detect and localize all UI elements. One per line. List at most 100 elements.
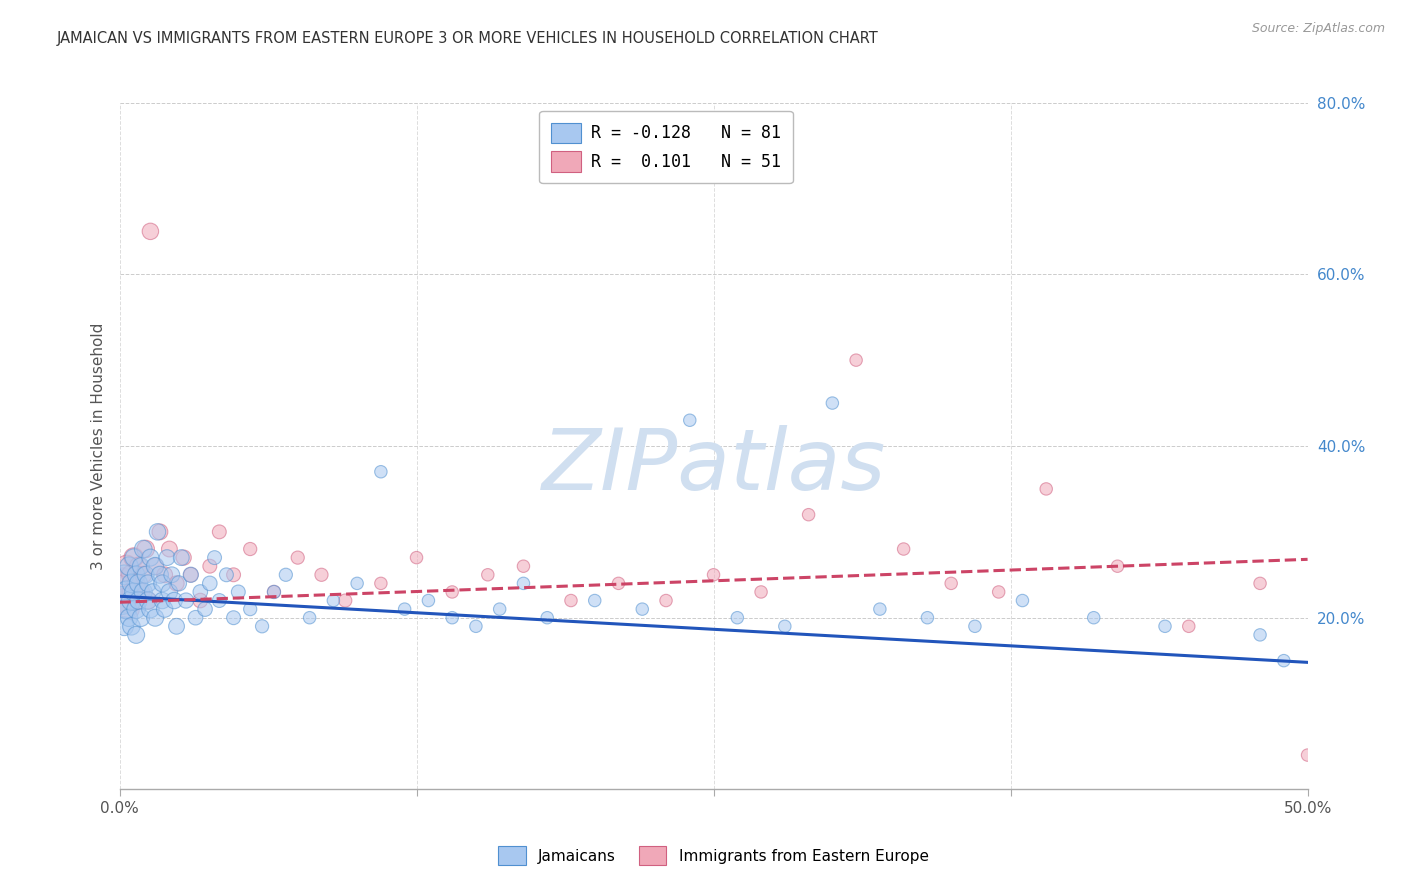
Point bbox=[250, 619, 273, 633]
Point bbox=[239, 602, 262, 616]
Point bbox=[208, 524, 231, 539]
Point bbox=[173, 550, 195, 565]
Point bbox=[1011, 593, 1033, 607]
Point bbox=[157, 585, 180, 599]
Point bbox=[1178, 619, 1201, 633]
Point bbox=[129, 559, 152, 574]
Point bbox=[118, 559, 141, 574]
Point bbox=[157, 541, 180, 557]
Point bbox=[120, 576, 142, 591]
Point bbox=[166, 576, 188, 591]
Point bbox=[607, 576, 630, 591]
Point bbox=[143, 610, 166, 624]
Point bbox=[274, 567, 297, 582]
Point bbox=[536, 610, 558, 624]
Point bbox=[208, 593, 231, 607]
Point bbox=[115, 559, 138, 574]
Point bbox=[1296, 747, 1319, 762]
Point bbox=[125, 602, 148, 616]
Point bbox=[136, 593, 159, 607]
Point bbox=[512, 559, 534, 574]
Point bbox=[869, 602, 891, 616]
Point bbox=[139, 224, 162, 238]
Point bbox=[821, 396, 844, 410]
Point bbox=[143, 559, 166, 574]
Point bbox=[749, 585, 772, 599]
Point bbox=[917, 610, 939, 624]
Point bbox=[163, 593, 186, 607]
Point bbox=[174, 593, 197, 607]
Point bbox=[1035, 482, 1057, 496]
Point bbox=[188, 585, 211, 599]
Point bbox=[1249, 628, 1271, 642]
Point bbox=[120, 619, 142, 633]
Point bbox=[441, 585, 464, 599]
Point bbox=[118, 602, 141, 616]
Point bbox=[370, 576, 392, 591]
Point bbox=[298, 610, 321, 624]
Point bbox=[679, 413, 702, 427]
Point bbox=[939, 576, 962, 591]
Point bbox=[335, 593, 357, 607]
Point bbox=[1249, 576, 1271, 591]
Point bbox=[146, 524, 169, 539]
Point bbox=[655, 593, 678, 607]
Point bbox=[198, 576, 221, 591]
Point bbox=[132, 541, 155, 557]
Point bbox=[125, 593, 148, 607]
Point bbox=[222, 567, 245, 582]
Point bbox=[194, 602, 217, 616]
Point bbox=[204, 550, 226, 565]
Point bbox=[122, 550, 145, 565]
Point bbox=[128, 576, 150, 591]
Point bbox=[118, 610, 141, 624]
Text: JAMAICAN VS IMMIGRANTS FROM EASTERN EUROPE 3 OR MORE VEHICLES IN HOUSEHOLD CORRE: JAMAICAN VS IMMIGRANTS FROM EASTERN EURO… bbox=[56, 31, 877, 46]
Point bbox=[166, 619, 188, 633]
Point bbox=[188, 593, 211, 607]
Point bbox=[122, 585, 145, 599]
Point bbox=[773, 619, 796, 633]
Point bbox=[167, 576, 190, 591]
Text: ZIPatlas: ZIPatlas bbox=[541, 425, 886, 508]
Y-axis label: 3 or more Vehicles in Household: 3 or more Vehicles in Household bbox=[90, 322, 105, 570]
Point bbox=[129, 585, 152, 599]
Point bbox=[631, 602, 654, 616]
Point bbox=[215, 567, 238, 582]
Point bbox=[149, 567, 172, 582]
Point bbox=[142, 585, 165, 599]
Point bbox=[198, 559, 221, 574]
Point bbox=[125, 628, 148, 642]
Point bbox=[132, 585, 155, 599]
Point bbox=[488, 602, 510, 616]
Point bbox=[136, 593, 159, 607]
Point bbox=[122, 550, 145, 565]
Point bbox=[394, 602, 416, 616]
Point bbox=[128, 559, 150, 574]
Point bbox=[405, 550, 427, 565]
Point bbox=[418, 593, 440, 607]
Point bbox=[132, 567, 155, 582]
Point bbox=[153, 602, 176, 616]
Point bbox=[115, 585, 138, 599]
Point bbox=[370, 465, 392, 479]
Point bbox=[797, 508, 820, 522]
Point bbox=[1272, 654, 1295, 668]
Point bbox=[136, 576, 159, 591]
Point bbox=[125, 567, 148, 582]
Point bbox=[346, 576, 368, 591]
Point bbox=[153, 567, 176, 582]
Point bbox=[150, 593, 173, 607]
Point bbox=[222, 610, 245, 624]
Point bbox=[128, 593, 150, 607]
Point bbox=[987, 585, 1010, 599]
Point bbox=[239, 541, 262, 557]
Point bbox=[112, 593, 135, 607]
Point bbox=[311, 567, 333, 582]
Point bbox=[184, 610, 207, 624]
Point bbox=[287, 550, 309, 565]
Point bbox=[180, 567, 202, 582]
Point bbox=[111, 576, 134, 591]
Point bbox=[170, 550, 193, 565]
Point bbox=[180, 567, 202, 582]
Point bbox=[135, 541, 157, 557]
